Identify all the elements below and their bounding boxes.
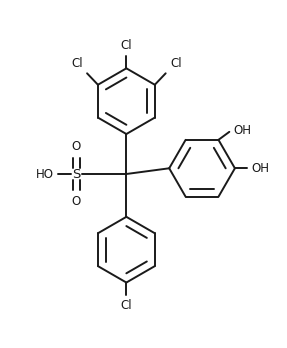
Text: Cl: Cl bbox=[121, 299, 132, 312]
Text: O: O bbox=[72, 195, 81, 208]
Text: HO: HO bbox=[36, 167, 54, 181]
Text: OH: OH bbox=[251, 162, 269, 175]
Text: Cl: Cl bbox=[170, 57, 182, 70]
Text: OH: OH bbox=[233, 124, 251, 137]
Text: S: S bbox=[72, 167, 81, 181]
Text: Cl: Cl bbox=[121, 39, 132, 52]
Text: O: O bbox=[72, 140, 81, 153]
Text: Cl: Cl bbox=[71, 57, 83, 70]
